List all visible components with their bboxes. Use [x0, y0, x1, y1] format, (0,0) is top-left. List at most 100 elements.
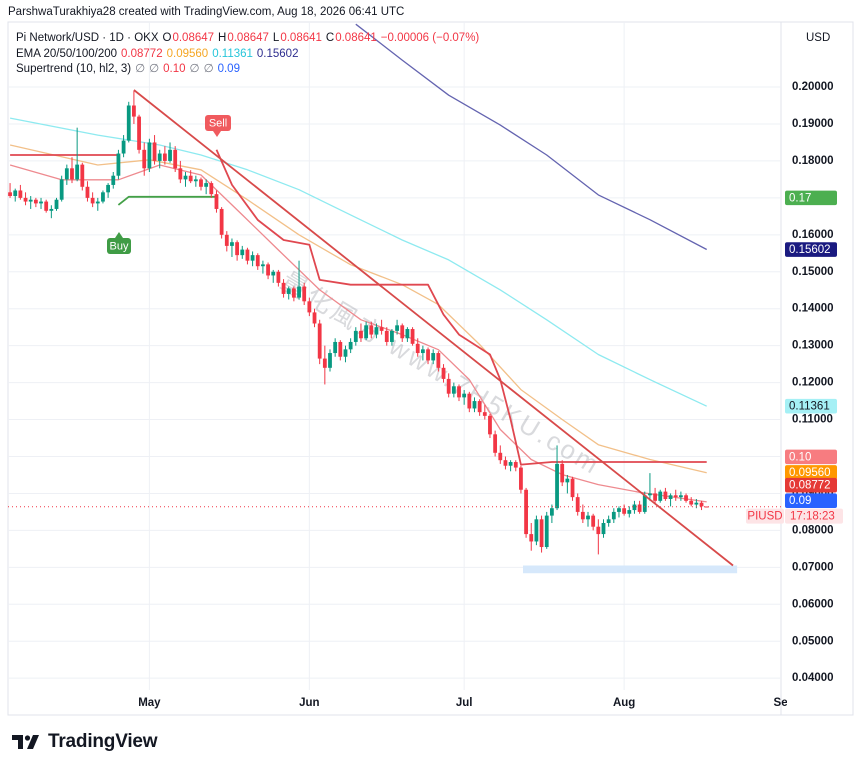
price-badge	[785, 477, 837, 493]
candle-body	[395, 325, 399, 331]
candle-body	[570, 478, 575, 498]
candle-body	[441, 367, 446, 379]
candle-body	[446, 378, 451, 394]
candle-body	[328, 353, 332, 368]
candle-body	[534, 519, 539, 542]
ema-value: 0.15602	[256, 47, 299, 60]
y-tick-label: 0.15000	[792, 266, 834, 278]
candle-body	[684, 495, 688, 501]
candle-body	[188, 175, 193, 182]
brand[interactable]: TradingView	[12, 731, 158, 753]
candle-body	[209, 183, 214, 195]
candle-body	[704, 506, 709, 508]
y-tick-label: 0.14000	[792, 303, 834, 315]
grid	[8, 22, 781, 690]
candle-body	[467, 393, 472, 409]
candle-body	[322, 358, 327, 368]
candle-body	[689, 500, 694, 505]
candle-body	[663, 491, 668, 499]
candle-body	[405, 329, 410, 339]
candle-body	[622, 508, 627, 514]
candle-body	[642, 495, 647, 512]
candle-body	[297, 286, 301, 298]
price-badge-label: 0.09560	[789, 467, 831, 479]
candle-body	[627, 510, 632, 514]
y-tick-label: 0.05000	[792, 635, 834, 647]
ohlc-value: 0.08641	[280, 32, 322, 44]
candle-body	[591, 515, 596, 527]
candle-body	[137, 116, 141, 150]
candle-body	[488, 415, 492, 435]
ema-value: 0.08772	[121, 47, 163, 60]
candle-body	[219, 208, 224, 235]
ema-line	[9, 117, 707, 407]
candle-body	[302, 286, 307, 302]
candle-body	[575, 497, 580, 512]
candle-body	[472, 401, 477, 409]
candle-body	[178, 168, 183, 180]
signal-box	[107, 238, 131, 254]
candle-body	[611, 511, 616, 520]
price-badge	[785, 242, 837, 257]
candle-body	[224, 234, 229, 246]
x-tick-label: May	[138, 697, 161, 709]
legend-row: Pi Network/USD · 1D · OKX O0.08647 H0.0864…	[16, 31, 483, 47]
candle-body	[549, 508, 554, 516]
candle-body	[596, 526, 601, 535]
y-tick-label: 0.08000	[792, 524, 834, 536]
symbol-badge-label: PIUSD	[747, 511, 782, 523]
candle-body	[653, 493, 657, 501]
candle-body	[544, 515, 549, 548]
price-badge-label: 0.11361	[789, 401, 830, 413]
candle-body	[560, 463, 565, 483]
candle-body	[276, 271, 281, 283]
candle-body	[142, 149, 147, 169]
candle-body	[44, 201, 49, 211]
ema-title: EMA 20/50/100/200	[16, 47, 118, 60]
candle-body	[121, 140, 126, 154]
ema-value: 0.11361	[212, 47, 253, 60]
y-tick-label: 0.06000	[792, 598, 834, 610]
candle-body	[80, 164, 85, 187]
candle-body	[555, 463, 559, 509]
trendline	[133, 89, 734, 567]
x-tick-label: Jul	[456, 697, 473, 709]
ema-value: 0.09560	[166, 47, 209, 60]
candle-body	[157, 153, 162, 161]
candle-body	[539, 519, 544, 548]
symbol: Pi Network/USD · 1D · OKX	[16, 32, 159, 44]
candle-body	[111, 175, 116, 185]
candle-body	[132, 105, 136, 117]
price-badge	[785, 190, 837, 206]
y-tick-label: 0.13000	[792, 340, 834, 352]
candle-body	[379, 327, 384, 331]
candle-body	[147, 142, 152, 169]
change: −0.00006 (−0.07%)	[380, 32, 480, 44]
candle-body	[529, 534, 534, 542]
candle-body	[364, 325, 369, 339]
candle-body	[333, 341, 338, 354]
signal-label: Buy	[110, 240, 129, 252]
candle-body	[519, 467, 523, 490]
candle-body	[54, 199, 59, 209]
signal-box	[205, 115, 231, 131]
credit: ParshwaTurakhiya28 created with TradingV…	[8, 6, 405, 18]
candle-body	[565, 478, 570, 483]
candle-body	[291, 288, 296, 298]
brand-logo	[12, 735, 39, 749]
candle-body	[482, 412, 487, 416]
candle-body	[162, 153, 167, 161]
y-tick-label: 0.11000	[792, 414, 833, 426]
y-tick-label: 0.07000	[792, 561, 834, 573]
candle-body	[101, 192, 105, 202]
price-badge-label: 0.15602	[789, 244, 831, 256]
candle-body	[266, 264, 270, 276]
supertrend-line	[10, 149, 707, 466]
price-badge-label: 0.08772	[789, 480, 831, 492]
candle-body	[261, 264, 265, 267]
candle-body	[668, 495, 673, 499]
signal-pointer	[115, 232, 123, 238]
ohlc-key: H	[218, 32, 227, 44]
candle-body	[245, 249, 250, 261]
candle-body	[415, 343, 420, 354]
